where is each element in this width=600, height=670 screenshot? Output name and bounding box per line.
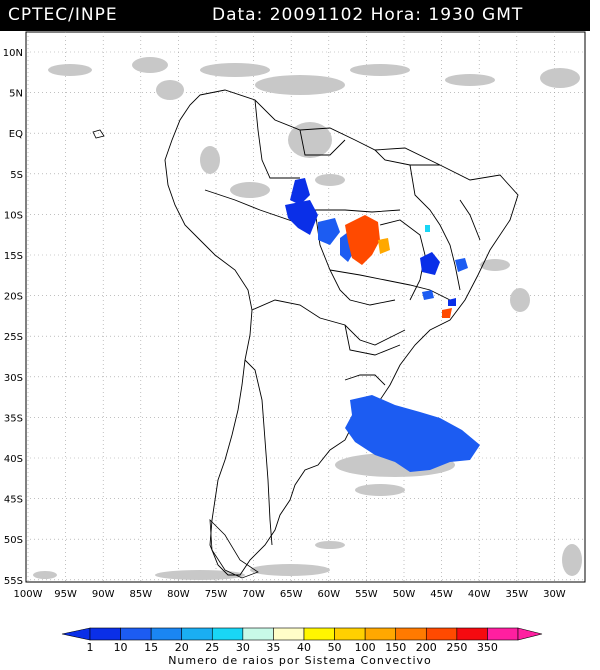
colorbar-segment bbox=[242, 627, 274, 641]
latitude-label: 30S bbox=[4, 373, 23, 384]
latitude-label: 35S bbox=[4, 413, 23, 424]
colorbar-tick-label: 100 bbox=[355, 641, 376, 654]
latitude-label: 15S bbox=[4, 251, 23, 262]
latitude-label: 10S bbox=[4, 210, 23, 221]
colorbar-right-arrow bbox=[517, 627, 543, 641]
longitude-label: 55W bbox=[355, 589, 378, 600]
colorbar-segment bbox=[487, 627, 519, 641]
latitude-labels: 10N 5N EQ 5S 10S 15S 20S 25S 30S 35S 40S 45S 50S 55S bbox=[3, 48, 23, 587]
colorbar-left-arrow bbox=[61, 627, 91, 641]
longitude-label: 45W bbox=[430, 589, 453, 600]
longitude-label: 35W bbox=[505, 589, 528, 600]
latitude-label: 45S bbox=[4, 495, 23, 506]
colorbar-tick-label: 15 bbox=[144, 641, 158, 654]
longitude-label: 90W bbox=[92, 589, 115, 600]
colorbar-tick-label: 1 bbox=[87, 641, 94, 654]
colorbar-tick-label: 250 bbox=[446, 641, 467, 654]
colorbar-tick-label: 20 bbox=[175, 641, 189, 654]
colorbar-segment bbox=[181, 627, 213, 641]
colorbar-tick-label: 40 bbox=[297, 641, 311, 654]
map-frame bbox=[25, 31, 586, 583]
colorbar-segment bbox=[120, 627, 152, 641]
latitude-label: 50S bbox=[4, 535, 23, 546]
longitude-label: 40W bbox=[468, 589, 491, 600]
datetime-title: Data: 20091102 Hora: 1930 GMT bbox=[212, 5, 524, 25]
colorbar-segment bbox=[150, 627, 183, 641]
longitude-label: 60W bbox=[317, 589, 340, 600]
colorbar-segment bbox=[303, 627, 335, 641]
islands bbox=[92, 129, 259, 579]
colorbar-segment bbox=[211, 627, 244, 641]
latitude-label: 25S bbox=[4, 332, 23, 343]
latitude-label: 5S bbox=[10, 170, 23, 181]
title-bar: CPTEC/INPE Data: 20091102 Hora: 1930 GMT bbox=[0, 0, 590, 31]
longitude-label: 95W bbox=[54, 589, 77, 600]
source-title: CPTEC/INPE bbox=[8, 5, 118, 25]
longitude-label: 50W bbox=[393, 589, 416, 600]
legend-caption: Numero de raios por Sistema Convectivo bbox=[168, 654, 432, 667]
colorbar-segment bbox=[395, 627, 427, 641]
colorbar-tick-label: 25 bbox=[205, 641, 219, 654]
colorbar-tick-label: 150 bbox=[385, 641, 406, 654]
latitude-label: 55S bbox=[4, 576, 23, 587]
colorbar-segment bbox=[334, 627, 366, 641]
longitude-label: 80W bbox=[167, 589, 190, 600]
longitude-label: 70W bbox=[242, 589, 265, 600]
latitude-label: 20S bbox=[4, 292, 23, 303]
colorbar-tick-label: 200 bbox=[416, 641, 437, 654]
latitude-label: 40S bbox=[4, 454, 23, 465]
colorbar-segment bbox=[273, 627, 305, 641]
longitude-label: 100W bbox=[14, 589, 43, 600]
latitude-label: 10N bbox=[3, 48, 23, 59]
colorbar-segment bbox=[456, 627, 488, 641]
longitude-label: 30W bbox=[543, 589, 566, 600]
colorbar: 1 10 15 20 25 30 35 40 50 100 150 200 250 350 bbox=[61, 627, 543, 654]
longitude-labels: 100W 95W 90W 85W 80W 75W 70W 65W 60W 55W 50W 45W 40W… bbox=[14, 589, 566, 600]
convective-systems bbox=[285, 178, 480, 472]
longitude-label: 65W bbox=[280, 589, 303, 600]
colorbar-segment bbox=[89, 627, 121, 641]
longitude-label: 75W bbox=[205, 589, 228, 600]
colorbar-tick-label: 350 bbox=[477, 641, 498, 654]
colorbar-tick-label: 35 bbox=[266, 641, 280, 654]
colorbar-tick-label: 30 bbox=[236, 641, 250, 654]
colorbar-tick-label: 50 bbox=[328, 641, 342, 654]
colorbar-tick-label: 10 bbox=[114, 641, 128, 654]
latitude-label: 5N bbox=[9, 89, 23, 100]
longitude-label: 85W bbox=[129, 589, 152, 600]
colorbar-segment bbox=[364, 627, 397, 641]
latitude-label: EQ bbox=[9, 129, 23, 140]
cloud-cover bbox=[33, 57, 582, 580]
colorbar-segment bbox=[425, 627, 458, 641]
